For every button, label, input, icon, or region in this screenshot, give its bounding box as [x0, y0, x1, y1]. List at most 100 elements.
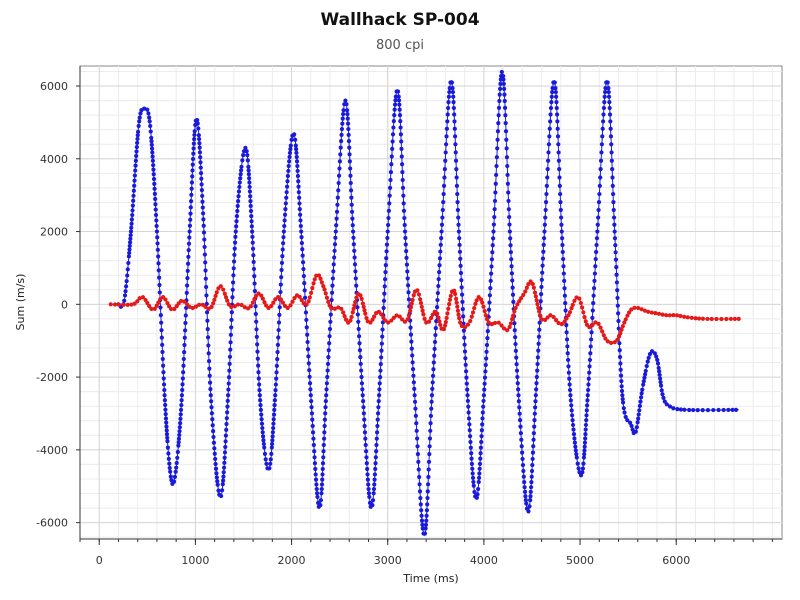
- series-1-point: [536, 341, 541, 346]
- series-2-point: [358, 293, 363, 298]
- series-1-point: [410, 353, 415, 358]
- series-1-point: [554, 94, 559, 99]
- series-1-point: [657, 372, 662, 378]
- series-1-point: [352, 262, 358, 267]
- series-1-point: [325, 374, 330, 380]
- series-1-point: [229, 310, 234, 315]
- series-1-point: [372, 472, 378, 477]
- series-1-point: [606, 89, 611, 95]
- series-1-point: [195, 117, 200, 123]
- series-1-point: [125, 267, 130, 272]
- series-1-point: [307, 368, 312, 373]
- series-1-point: [301, 266, 306, 272]
- series-2-point: [419, 304, 424, 309]
- series-1-point: [595, 222, 600, 227]
- series-1-point: [570, 422, 576, 428]
- series-1-point: [366, 482, 371, 487]
- series-1-point: [425, 502, 430, 507]
- series-1-point: [498, 81, 503, 86]
- series-1-point: [401, 201, 406, 206]
- series-1-point: [530, 462, 535, 468]
- series-2-point: [596, 321, 601, 326]
- series-1-point: [263, 457, 268, 462]
- series-2-point: [409, 301, 414, 306]
- series-1-point: [299, 240, 305, 246]
- series-1-point: [164, 428, 169, 433]
- series-1-point: [399, 146, 404, 151]
- series-1-point: [131, 193, 136, 198]
- series-2-point: [510, 313, 516, 318]
- series-1-point: [328, 319, 333, 324]
- series-2-point: [583, 319, 588, 324]
- series-1-point: [337, 166, 342, 171]
- series-1-point: [257, 387, 262, 393]
- series-2-point: [671, 313, 676, 318]
- series-1-point: [564, 337, 570, 342]
- series-2-point: [535, 302, 540, 307]
- series-1-point: [198, 155, 203, 160]
- series-1-point: [598, 166, 603, 172]
- series-1-point: [478, 456, 483, 461]
- series-1-point: [273, 382, 278, 387]
- series-1-point: [658, 383, 664, 388]
- series-1-point: [540, 263, 545, 268]
- series-1-point: [335, 202, 340, 207]
- series-1-point: [165, 445, 171, 450]
- series-1-point: [506, 198, 511, 204]
- y-tick-label: -6000: [36, 517, 68, 530]
- series-1-point: [309, 399, 314, 404]
- series-2-point: [342, 314, 347, 319]
- series-1-point: [561, 264, 566, 269]
- series-2-point: [622, 320, 627, 325]
- series-1-point: [184, 305, 189, 311]
- series-1-point: [404, 262, 410, 267]
- series-1-point: [233, 234, 238, 239]
- series-2-point: [260, 296, 265, 301]
- series-1-point: [294, 146, 299, 152]
- series-1-point: [560, 242, 565, 248]
- y-tick-label: 6000: [40, 80, 68, 93]
- series-2-point: [193, 304, 199, 309]
- series-2-point: [269, 303, 274, 309]
- series-1-point: [388, 170, 394, 175]
- series-2-point: [436, 315, 441, 320]
- series-2-point: [262, 300, 267, 305]
- series-1-point: [443, 158, 448, 163]
- series-1-point: [608, 119, 613, 124]
- series-1-point: [439, 229, 444, 234]
- series-1-point: [307, 381, 313, 386]
- series-1-point: [567, 387, 573, 393]
- series-1-point: [531, 431, 536, 436]
- series-1-point: [183, 328, 188, 333]
- series-2-point: [421, 312, 426, 317]
- series-1-point: [513, 348, 518, 353]
- series-1-point: [181, 370, 186, 375]
- series-1-point: [411, 373, 416, 378]
- series-2-point: [667, 313, 672, 318]
- series-1-point: [536, 334, 542, 339]
- series-1-point: [530, 450, 536, 455]
- series-2-point: [447, 297, 453, 302]
- series-1-point: [460, 307, 465, 312]
- series-1-point: [420, 522, 425, 527]
- series-2-point: [507, 324, 512, 330]
- series-1-point: [336, 173, 342, 178]
- series-1-point: [347, 152, 352, 157]
- series-2-point: [653, 311, 658, 316]
- series-1-point: [582, 452, 587, 457]
- series-1-point: [345, 116, 350, 121]
- series-1-point: [532, 411, 537, 416]
- series-2-point: [521, 292, 526, 298]
- series-1-point: [123, 284, 129, 289]
- series-2-point: [285, 305, 290, 311]
- series-1-point: [232, 252, 237, 258]
- series-2-point: [578, 300, 584, 306]
- series-1-point: [547, 134, 552, 139]
- series-1-point: [390, 132, 396, 137]
- series-1-point: [596, 215, 601, 220]
- series-1-point: [197, 145, 202, 150]
- series-1-point: [256, 370, 261, 375]
- series-1-point: [306, 354, 311, 359]
- series-1-point: [451, 94, 456, 99]
- series-1-point: [300, 260, 306, 265]
